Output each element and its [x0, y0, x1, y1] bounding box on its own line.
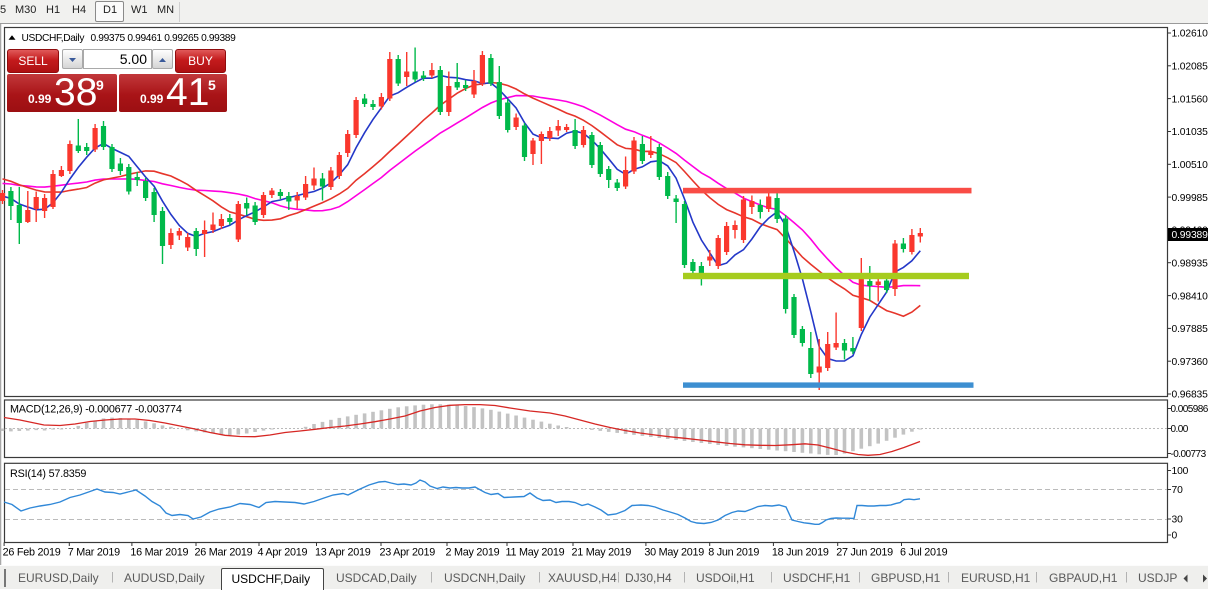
svg-text:70: 70 [1172, 485, 1184, 496]
svg-text:4 Apr 2019: 4 Apr 2019 [258, 547, 308, 559]
svg-text:1.02610: 1.02610 [1172, 29, 1208, 40]
svg-text:0.005986: 0.005986 [1171, 404, 1208, 415]
svg-text:0.99375 0.99461 0.99265 0.9938: 0.99375 0.99461 0.99265 0.99389 [91, 33, 237, 44]
svg-text:100: 100 [1172, 466, 1189, 477]
svg-text:0.98410: 0.98410 [1172, 291, 1208, 302]
svg-text:30: 30 [1172, 515, 1184, 526]
svg-text:1.01035: 1.01035 [1172, 127, 1208, 138]
svg-text:0.97360: 0.97360 [1172, 357, 1208, 368]
svg-text:USDCHF,Daily: USDCHF,Daily [22, 33, 86, 44]
svg-text:0.99389: 0.99389 [1172, 230, 1208, 241]
svg-text:26 Feb 2019: 26 Feb 2019 [3, 547, 61, 559]
svg-text:26 Mar 2019: 26 Mar 2019 [195, 547, 253, 559]
svg-text:18 Jun 2019: 18 Jun 2019 [772, 547, 829, 559]
svg-text:0.98935: 0.98935 [1172, 258, 1208, 269]
svg-text:0: 0 [1172, 531, 1178, 542]
svg-text:0.99985: 0.99985 [1172, 193, 1208, 204]
svg-text:11 May 2019: 11 May 2019 [506, 547, 565, 559]
svg-text:1.02085: 1.02085 [1172, 62, 1208, 73]
svg-text:0.96835: 0.96835 [1172, 390, 1208, 401]
svg-text:21 May 2019: 21 May 2019 [572, 547, 632, 559]
svg-text:0.00: 0.00 [1171, 424, 1189, 435]
svg-text:6 Jul 2019: 6 Jul 2019 [900, 547, 948, 559]
svg-text:27 Jun 2019: 27 Jun 2019 [836, 547, 893, 559]
svg-text:7 Mar 2019: 7 Mar 2019 [68, 547, 120, 559]
svg-text:-0.00773: -0.00773 [1171, 449, 1207, 460]
svg-text:1.01560: 1.01560 [1172, 94, 1208, 105]
svg-text:23 Apr 2019: 23 Apr 2019 [380, 547, 436, 559]
svg-text:1.00510: 1.00510 [1172, 160, 1208, 171]
svg-text:16 Mar 2019: 16 Mar 2019 [130, 547, 188, 559]
svg-text:0.97885: 0.97885 [1172, 324, 1208, 335]
svg-text:2 May 2019: 2 May 2019 [446, 547, 500, 559]
svg-text:30 May 2019: 30 May 2019 [644, 547, 704, 559]
svg-text:MACD(12,26,9) -0.000677 -0.003: MACD(12,26,9) -0.000677 -0.003774 [10, 404, 182, 416]
svg-text:RSI(14) 57.8359: RSI(14) 57.8359 [10, 468, 86, 480]
svg-text:8 Jun 2019: 8 Jun 2019 [708, 547, 759, 559]
svg-text:13 Apr 2019: 13 Apr 2019 [315, 547, 371, 559]
